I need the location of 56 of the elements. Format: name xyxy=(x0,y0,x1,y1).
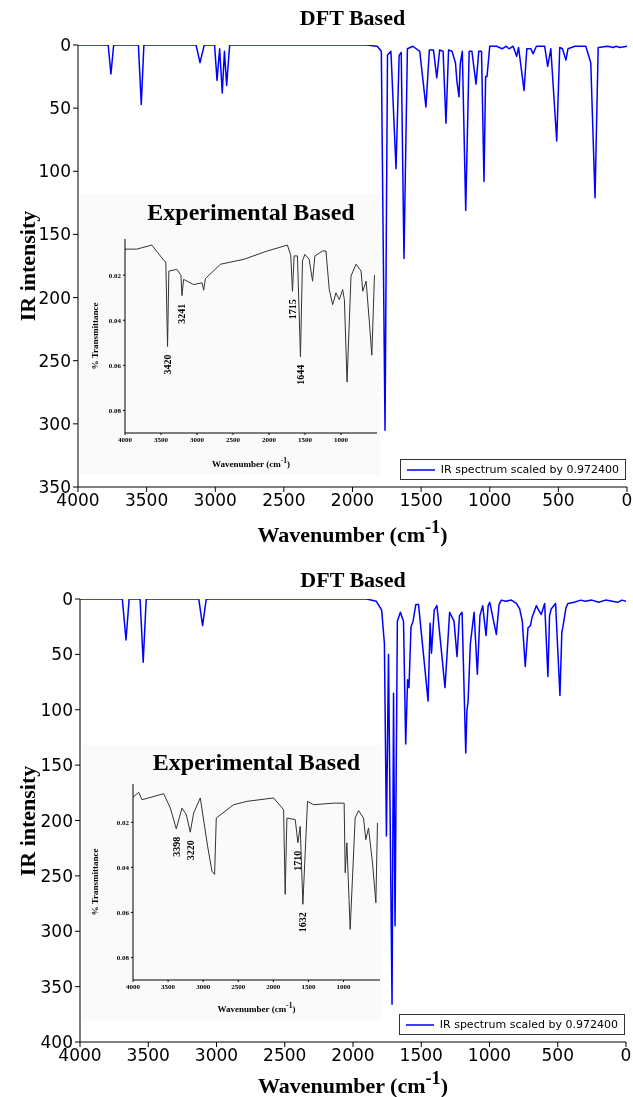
x-axis-title: Wavenumber (cm$^{-1}$) xyxy=(217,1001,296,1014)
annotation: 3241 xyxy=(176,303,188,324)
x-tick-label: 3500 xyxy=(126,1045,170,1066)
annotation: 3420 xyxy=(162,354,174,375)
y-tick-label: 250 xyxy=(40,865,73,886)
x-tick-label: 3000 xyxy=(194,1045,239,1066)
y-axis-title: IR intensity xyxy=(15,765,40,876)
y-tick-label: 150 xyxy=(40,755,73,776)
y-tick-label: 200 xyxy=(38,287,71,308)
x-tick-label: 2500 xyxy=(263,1045,307,1066)
x-axis-title: Wavenumber (cm$^{-1}$) xyxy=(257,517,448,547)
y-tick-label: 0 xyxy=(62,589,73,610)
x-tick-label: 500 xyxy=(541,1045,574,1066)
legend-label: IR spectrum scaled by 0.972400 xyxy=(439,1018,618,1031)
y-axis-title: IR intensity xyxy=(15,210,40,322)
annotation: 1632 xyxy=(297,912,309,933)
x-tick-label: 2500 xyxy=(262,490,306,511)
x-axis-title: Wavenumber (cm$^{-1}$) xyxy=(257,1068,449,1097)
y-tick-label: 50 xyxy=(49,98,71,119)
x-tick-label: 500 xyxy=(542,490,575,511)
chart-title: Experimental Based xyxy=(152,749,361,775)
y-tick-label: 100 xyxy=(38,161,71,182)
annotation: 3220 xyxy=(184,840,196,861)
y-tick-label: 300 xyxy=(38,413,71,434)
y-tick-label: 100 xyxy=(40,699,73,720)
x-tick-label: 1500 xyxy=(399,490,443,511)
y-tick-label: 200 xyxy=(40,810,73,831)
line-series xyxy=(133,791,378,930)
y-tick-label: 300 xyxy=(40,921,73,942)
annotation: 1710 xyxy=(292,850,304,871)
legend-label: IR spectrum scaled by 0.972400 xyxy=(440,463,619,476)
y-tick-label: 250 xyxy=(38,350,71,371)
x-tick-label: 3000 xyxy=(193,490,237,511)
chart-title: Experimental Based xyxy=(147,199,355,225)
chart-title: DFT Based xyxy=(299,5,406,30)
y-tick-label: 150 xyxy=(38,224,71,245)
x-tick-label: 2000 xyxy=(331,1045,375,1066)
x-axis-title: Wavenumber (cm$^{-1}$) xyxy=(212,456,290,469)
annotation: 3398 xyxy=(170,836,182,857)
y-tick-label: 50 xyxy=(51,644,73,665)
y-tick-label: 0 xyxy=(60,35,71,56)
x-tick-label: 2000 xyxy=(330,490,375,511)
annotation: 1644 xyxy=(294,364,306,385)
y-axis-title: % Transmittance xyxy=(89,302,100,370)
x-tick-label: 1000 xyxy=(467,1045,512,1066)
y-tick-label: 350 xyxy=(40,976,73,997)
line-series xyxy=(125,244,375,383)
line-series xyxy=(78,45,627,431)
annotation: 1715 xyxy=(286,299,298,320)
x-tick-label: 0 xyxy=(620,1045,632,1066)
x-tick-label: 0 xyxy=(621,490,633,511)
x-tick-label: 1500 xyxy=(399,1045,443,1066)
x-tick-label: 1000 xyxy=(468,490,512,511)
chart-title: DFT Based xyxy=(300,567,406,592)
x-tick-label: 3500 xyxy=(124,490,169,511)
y-axis-title: % Transmittance xyxy=(89,848,100,916)
